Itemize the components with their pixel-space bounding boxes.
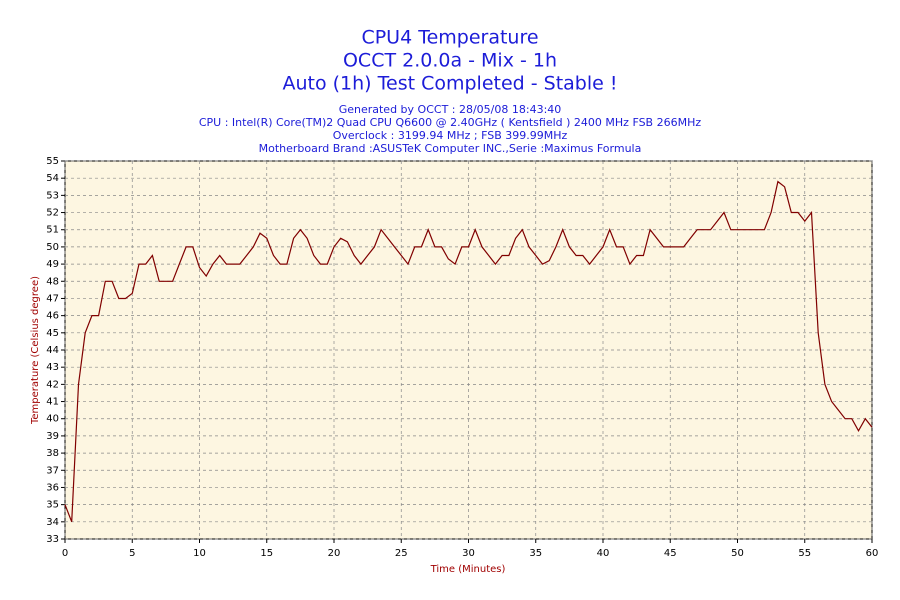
y-tick-label: 51 <box>46 225 59 236</box>
x-tick-label: 35 <box>529 548 542 559</box>
data-line <box>64 180 873 523</box>
x-tick-label: 50 <box>731 548 744 559</box>
info-line: Overclock : 3199.94 MHz ; FSB 399.99MHz <box>333 129 568 142</box>
y-tick-label: 36 <box>46 482 59 493</box>
y-axis-label: Temperature (Celsius degree) <box>30 276 41 425</box>
info-line: Motherboard Brand :ASUSTeK Computer INC.… <box>259 142 642 155</box>
y-tick-label: 38 <box>46 448 59 459</box>
y-tick-label: 40 <box>46 414 59 425</box>
y-tick-label: 47 <box>46 293 59 304</box>
y-tick-label: 46 <box>46 311 59 322</box>
y-tick-label: 37 <box>46 465 59 476</box>
subtitle: OCCT 2.0.0a - Mix - 1h <box>343 50 557 72</box>
x-tick-label: 30 <box>462 548 475 559</box>
y-tick-label: 42 <box>46 379 59 390</box>
y-tick-label: 54 <box>46 173 59 184</box>
y-tick-label: 48 <box>46 276 59 287</box>
x-axis-label: Time (Minutes) <box>430 564 506 575</box>
x-tick-label: 45 <box>664 548 677 559</box>
y-tick-label: 39 <box>46 431 59 442</box>
y-tick-label: 43 <box>46 362 59 373</box>
x-tick-label: 10 <box>193 548 206 559</box>
y-tick-label: 34 <box>46 517 59 528</box>
y-tick-label: 33 <box>46 534 59 545</box>
y-tick-label: 45 <box>46 328 59 339</box>
y-tick-label: 49 <box>46 259 59 270</box>
y-tick-label: 55 <box>46 156 59 167</box>
x-tick-label: 0 <box>62 548 68 559</box>
chart-title: CPU4 Temperature <box>361 27 538 49</box>
x-tick-label: 15 <box>260 548 273 559</box>
y-tick-label: 52 <box>46 208 59 219</box>
info-line: Generated by OCCT : 28/05/08 18:43:40 <box>339 103 562 116</box>
y-tick-label: 44 <box>46 345 59 356</box>
x-tick-label: 5 <box>129 548 135 559</box>
subtitle: Auto (1h) Test Completed - Stable ! <box>282 73 617 95</box>
x-tick-label: 60 <box>866 548 879 559</box>
y-tick-label: 35 <box>46 500 59 511</box>
y-tick-label: 50 <box>46 242 59 253</box>
info-line: CPU : Intel(R) Core(TM)2 Quad CPU Q6600 … <box>199 116 701 129</box>
y-tick-label: 41 <box>46 397 59 408</box>
x-tick-label: 40 <box>597 548 610 559</box>
x-tick-label: 55 <box>798 548 811 559</box>
y-tick-label: 53 <box>46 190 59 201</box>
x-tick-label: 20 <box>328 548 341 559</box>
x-tick-label: 25 <box>395 548 408 559</box>
